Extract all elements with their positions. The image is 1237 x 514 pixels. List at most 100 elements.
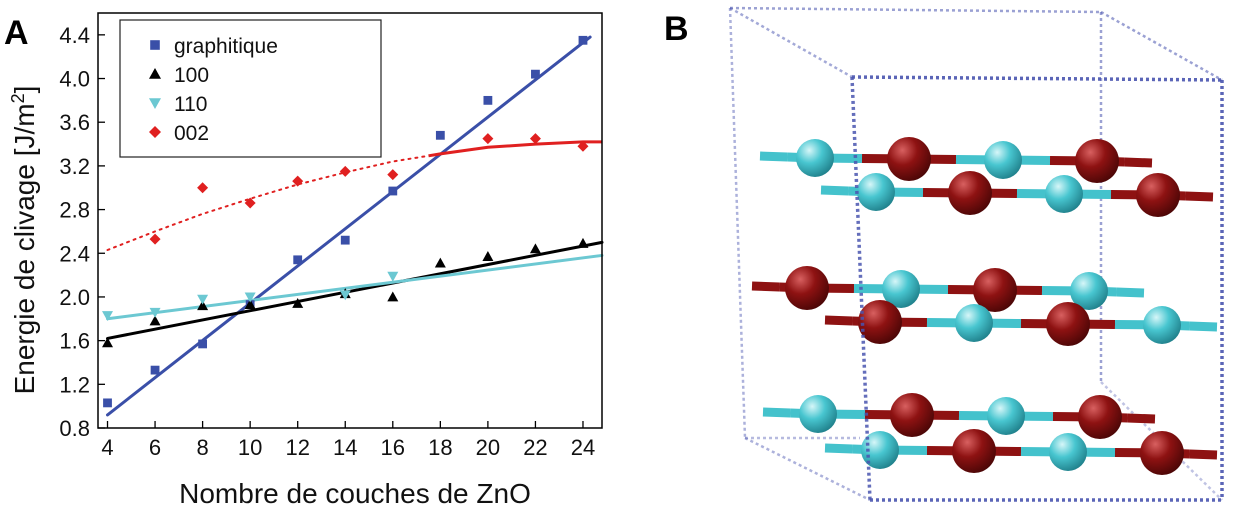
zinc-atom	[882, 270, 920, 308]
oxygen-atom	[858, 300, 902, 344]
zinc-atom	[861, 431, 899, 469]
y-tick-label: 3.2	[59, 154, 90, 179]
x-tick-label: 12	[285, 435, 309, 460]
point-100	[102, 337, 114, 348]
oxygen-atom	[785, 266, 829, 310]
legend-marker-110	[149, 98, 161, 109]
point-002	[339, 165, 351, 177]
bond	[1185, 191, 1214, 202]
cleavage-energy-chart: 0.8 1.2 1.6 2.0 2.4 2.8 3.2 3.6 4.0 4.4 4 6 8 10 12 14…	[8, 12, 604, 509]
unit-cell-front-edges	[850, 75, 1224, 502]
y-tick-label: 4.4	[59, 23, 90, 48]
x-tick-label: 8	[196, 435, 208, 460]
legend-label-110: 110	[174, 93, 207, 116]
bond	[824, 443, 853, 454]
oxygen-atom	[1136, 173, 1180, 217]
cell-edge	[728, 7, 747, 439]
fit-line-110	[106, 253, 604, 321]
zinc-atom	[1070, 272, 1108, 310]
point-002	[244, 197, 256, 209]
fit-line-100	[106, 240, 604, 340]
point-100	[292, 298, 304, 308]
point-graphitique	[293, 255, 303, 265]
point-110	[102, 311, 114, 322]
point-100	[387, 291, 399, 302]
point-graphitique	[578, 35, 588, 45]
zinc-atom	[857, 173, 895, 211]
y-tick-label: 0.8	[59, 416, 90, 441]
y-tick-label: 2.4	[59, 241, 90, 266]
legend-marker-002	[149, 126, 161, 138]
bond	[824, 315, 853, 326]
point-110	[339, 290, 351, 301]
cell-edge	[851, 75, 1223, 82]
cell-edge	[729, 6, 1102, 14]
point-002	[197, 182, 209, 194]
zinc-atom	[1049, 433, 1087, 471]
zinc-atom	[987, 397, 1025, 435]
legend-box	[119, 19, 382, 158]
oxygen-atom	[1075, 139, 1119, 183]
point-100	[529, 243, 541, 254]
oxygen-atom	[973, 268, 1017, 312]
point-100	[482, 251, 494, 261]
zno-layer-structure	[728, 6, 1224, 502]
fit-lines	[106, 35, 604, 417]
bond	[762, 407, 791, 418]
y-tick-label: 1.2	[59, 372, 90, 397]
bond	[751, 281, 780, 292]
point-002	[387, 169, 399, 181]
zinc-atom	[1143, 306, 1181, 344]
point-110	[149, 307, 161, 318]
fit-curve-002	[428, 140, 602, 158]
x-tick-label: 14	[333, 435, 357, 460]
x-tick-label: 4	[101, 435, 113, 460]
y-tick-label: 2.0	[59, 285, 90, 310]
bond	[1116, 287, 1145, 298]
legend-label-graphitique: graphitique	[174, 35, 278, 58]
bond	[1127, 413, 1156, 424]
point-100	[149, 315, 161, 326]
point-graphitique	[198, 339, 208, 349]
zinc-atom	[955, 304, 993, 342]
oxygen-atom	[1078, 395, 1122, 439]
point-graphitique	[150, 365, 160, 375]
fit-curve-dotted-002	[106, 154, 430, 251]
legend-label-002: 002	[174, 122, 209, 145]
point-graphitique	[388, 186, 398, 196]
panel-a-label: A	[4, 14, 29, 52]
point-100	[434, 257, 446, 268]
panel-b-label: B	[664, 10, 689, 48]
zinc-atom	[1045, 175, 1083, 213]
x-axis-title: Nombre de couches de ZnO	[179, 478, 531, 509]
oxygen-atom	[952, 429, 996, 473]
point-110	[197, 294, 209, 305]
oxygen-atom	[887, 137, 931, 181]
data-points	[102, 35, 589, 408]
cell-edge	[744, 436, 871, 502]
point-graphitique	[435, 130, 445, 140]
point-002	[577, 140, 589, 152]
y-tick-label: 2.8	[59, 198, 90, 223]
oxygen-atom	[948, 171, 992, 215]
x-tick-label: 24	[571, 435, 595, 460]
cell-edge	[1100, 10, 1223, 82]
y-axis-ticks: 0.8 1.2 1.6 2.0 2.4 2.8 3.2 3.6 4.0 4.4	[59, 23, 105, 441]
oxygen-atom	[890, 393, 934, 437]
point-002	[529, 133, 541, 145]
y-tick-label: 3.6	[59, 110, 90, 135]
bond	[1189, 449, 1218, 460]
legend-label-100: 100	[174, 64, 209, 87]
zno-layers	[751, 137, 1218, 475]
x-tick-label: 6	[149, 435, 161, 460]
point-002	[482, 133, 494, 145]
point-100	[577, 237, 589, 248]
bond	[1124, 157, 1153, 168]
x-tick-label: 16	[381, 435, 405, 460]
y-axis-title: Energie de clivage [J/m2]	[8, 86, 40, 395]
bond	[820, 185, 849, 196]
point-graphitique	[103, 398, 112, 408]
fit-line-graphitique	[106, 35, 592, 417]
point-graphitique	[483, 95, 493, 105]
